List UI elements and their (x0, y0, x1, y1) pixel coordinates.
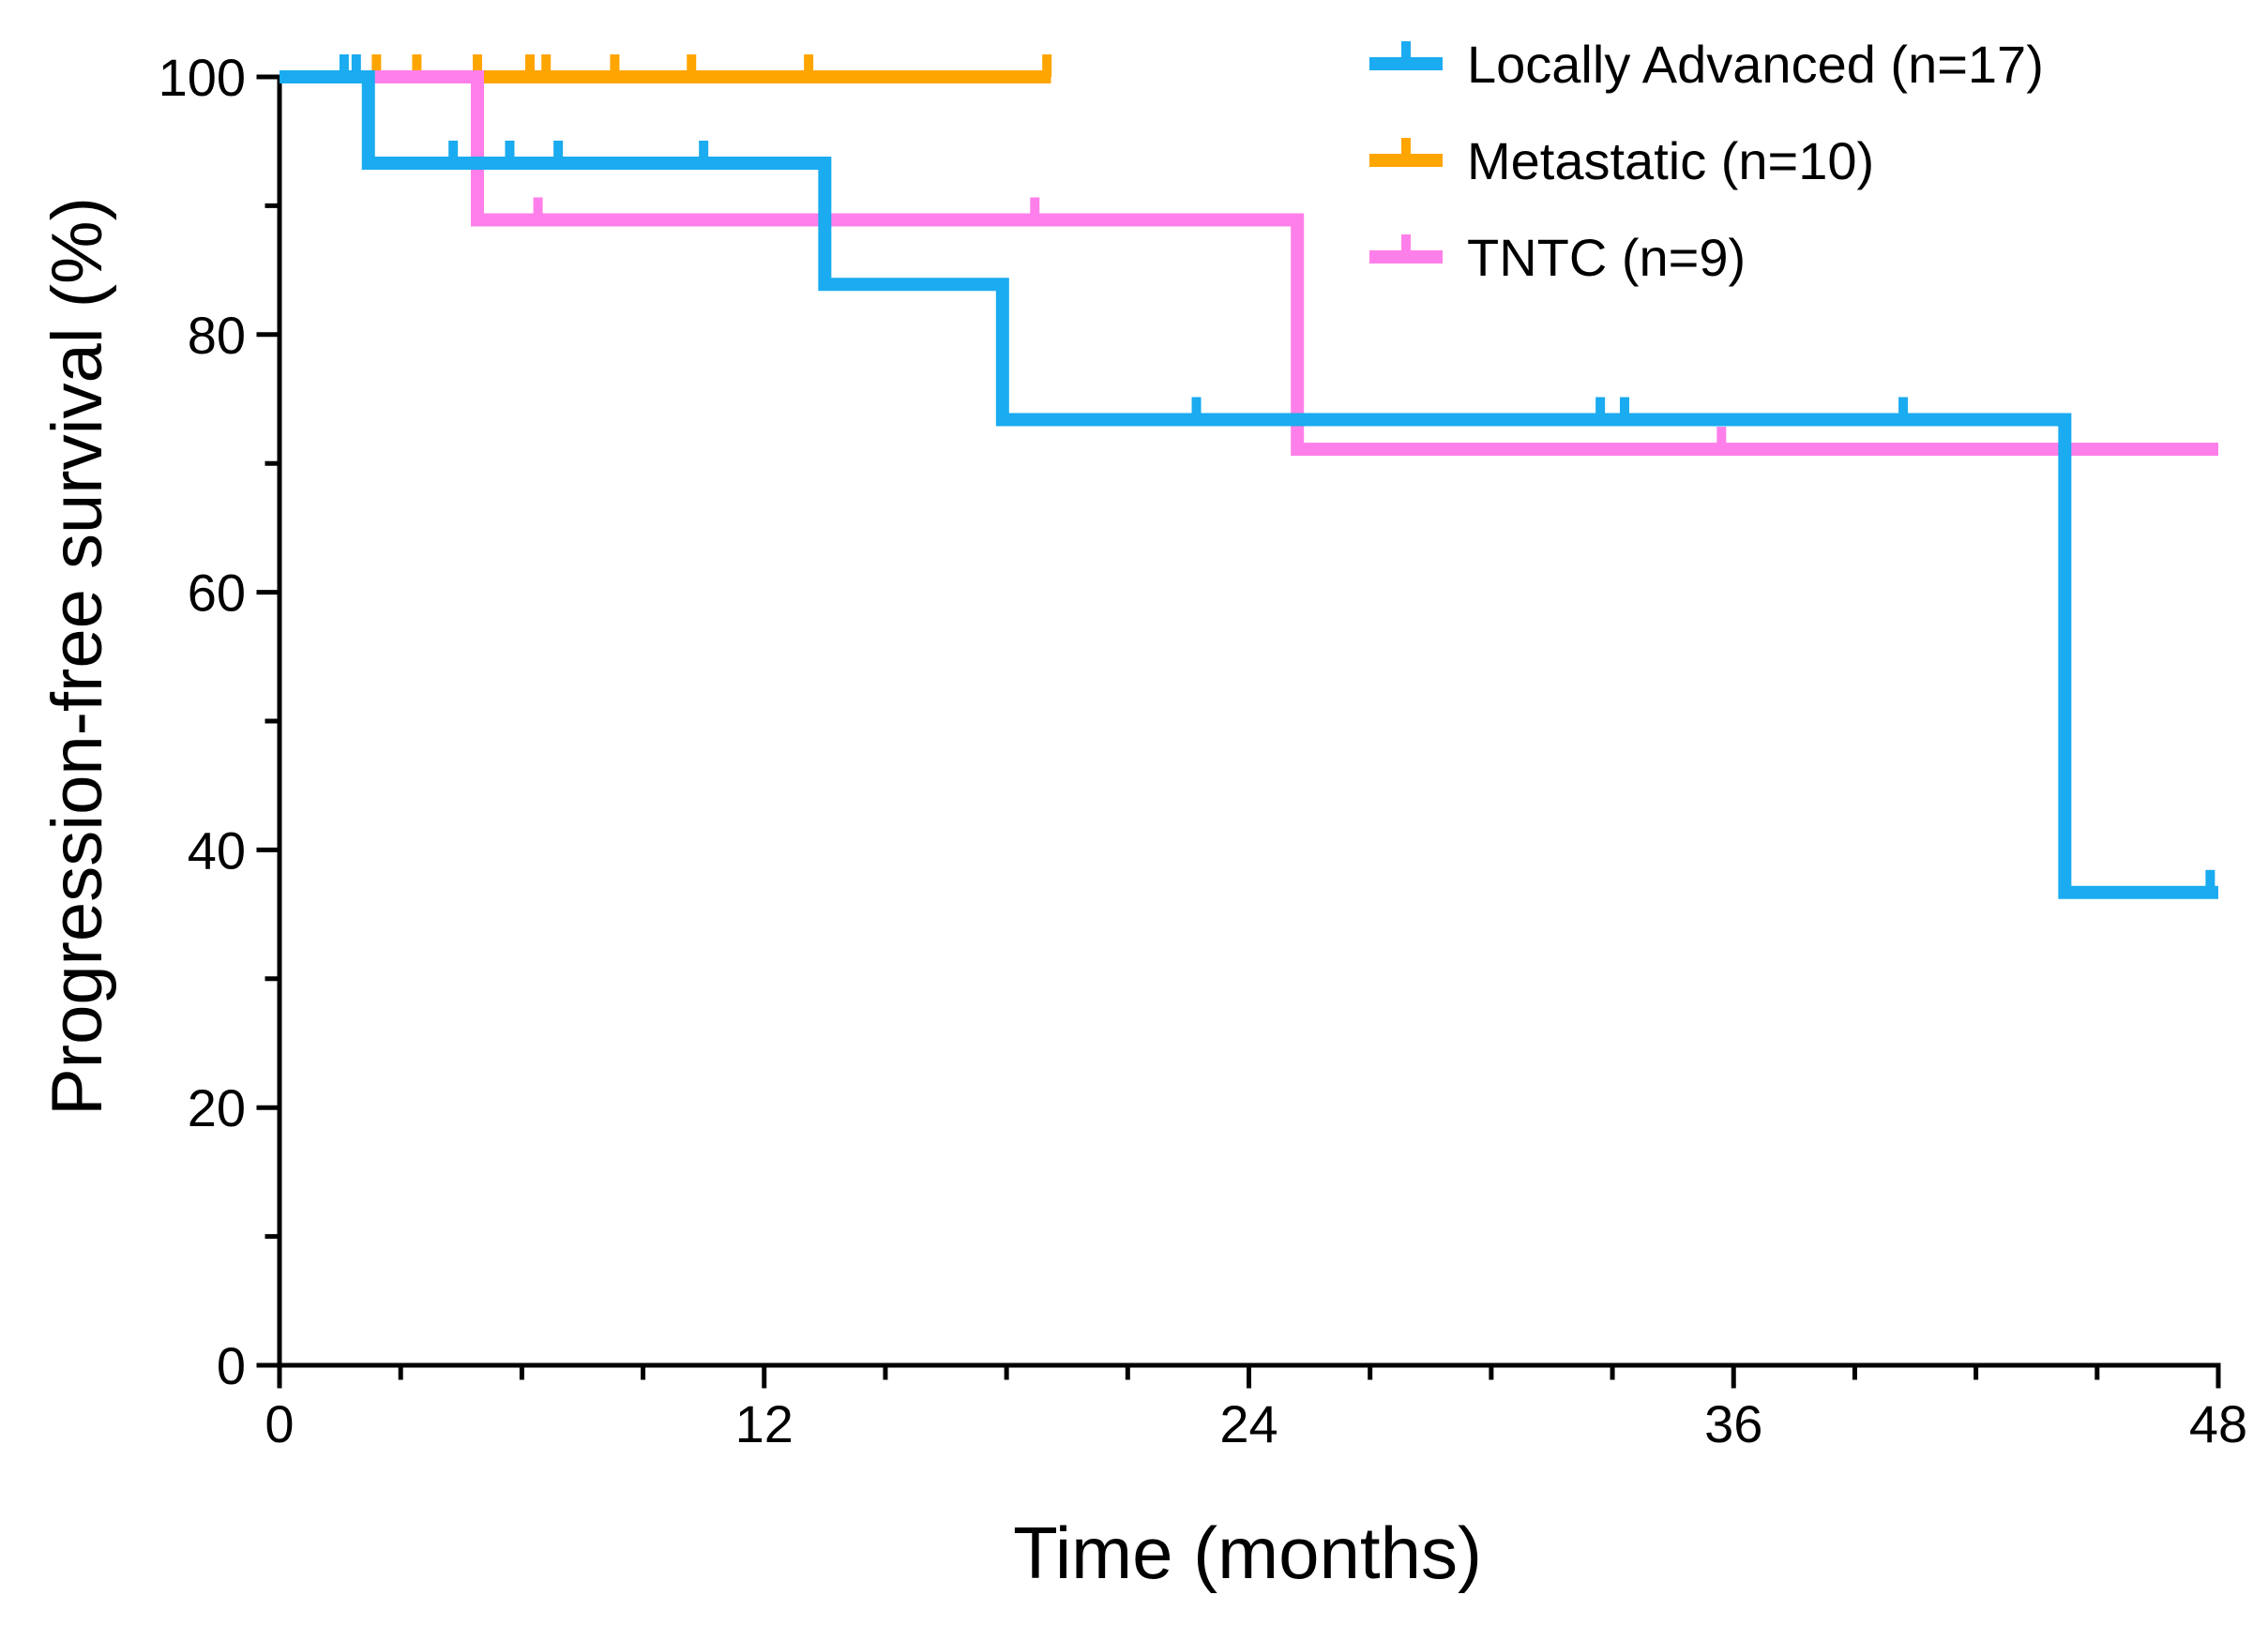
legend-label-locally-advanced: Locally Advanced (n=17) (1467, 35, 2044, 94)
x-tick-label: 24 (1219, 1394, 1278, 1453)
y-tick-label: 0 (217, 1336, 246, 1395)
y-tick-label: 60 (188, 564, 246, 623)
x-tick-label: 36 (1704, 1394, 1762, 1453)
legend-label-metastatic: Metastatic (n=10) (1467, 131, 1874, 190)
y-axis-title: Progression-free survival (%) (38, 197, 117, 1116)
tntc-curve (280, 70, 2218, 457)
x-tick-label: 48 (2189, 1394, 2247, 1453)
y-tick-label: 40 (188, 820, 246, 880)
x-tick-label: 0 (265, 1394, 294, 1453)
y-tick-label: 100 (159, 48, 246, 107)
x-tick-label: 12 (735, 1394, 794, 1453)
series-layer (280, 54, 2218, 899)
y-tick-label: 80 (188, 306, 246, 365)
x-axis-title: Time (months) (1013, 1512, 1482, 1594)
legend: Locally Advanced (n=17) Metastatic (n=10)… (1369, 35, 2044, 287)
axes-layer: 0 12 24 36 48 0 20 40 60 80 100 (159, 48, 2248, 1453)
y-tick-label: 20 (188, 1078, 246, 1137)
locally-advanced-curve (280, 70, 2218, 899)
legend-label-tntc: TNTC (n=9) (1467, 228, 1746, 287)
